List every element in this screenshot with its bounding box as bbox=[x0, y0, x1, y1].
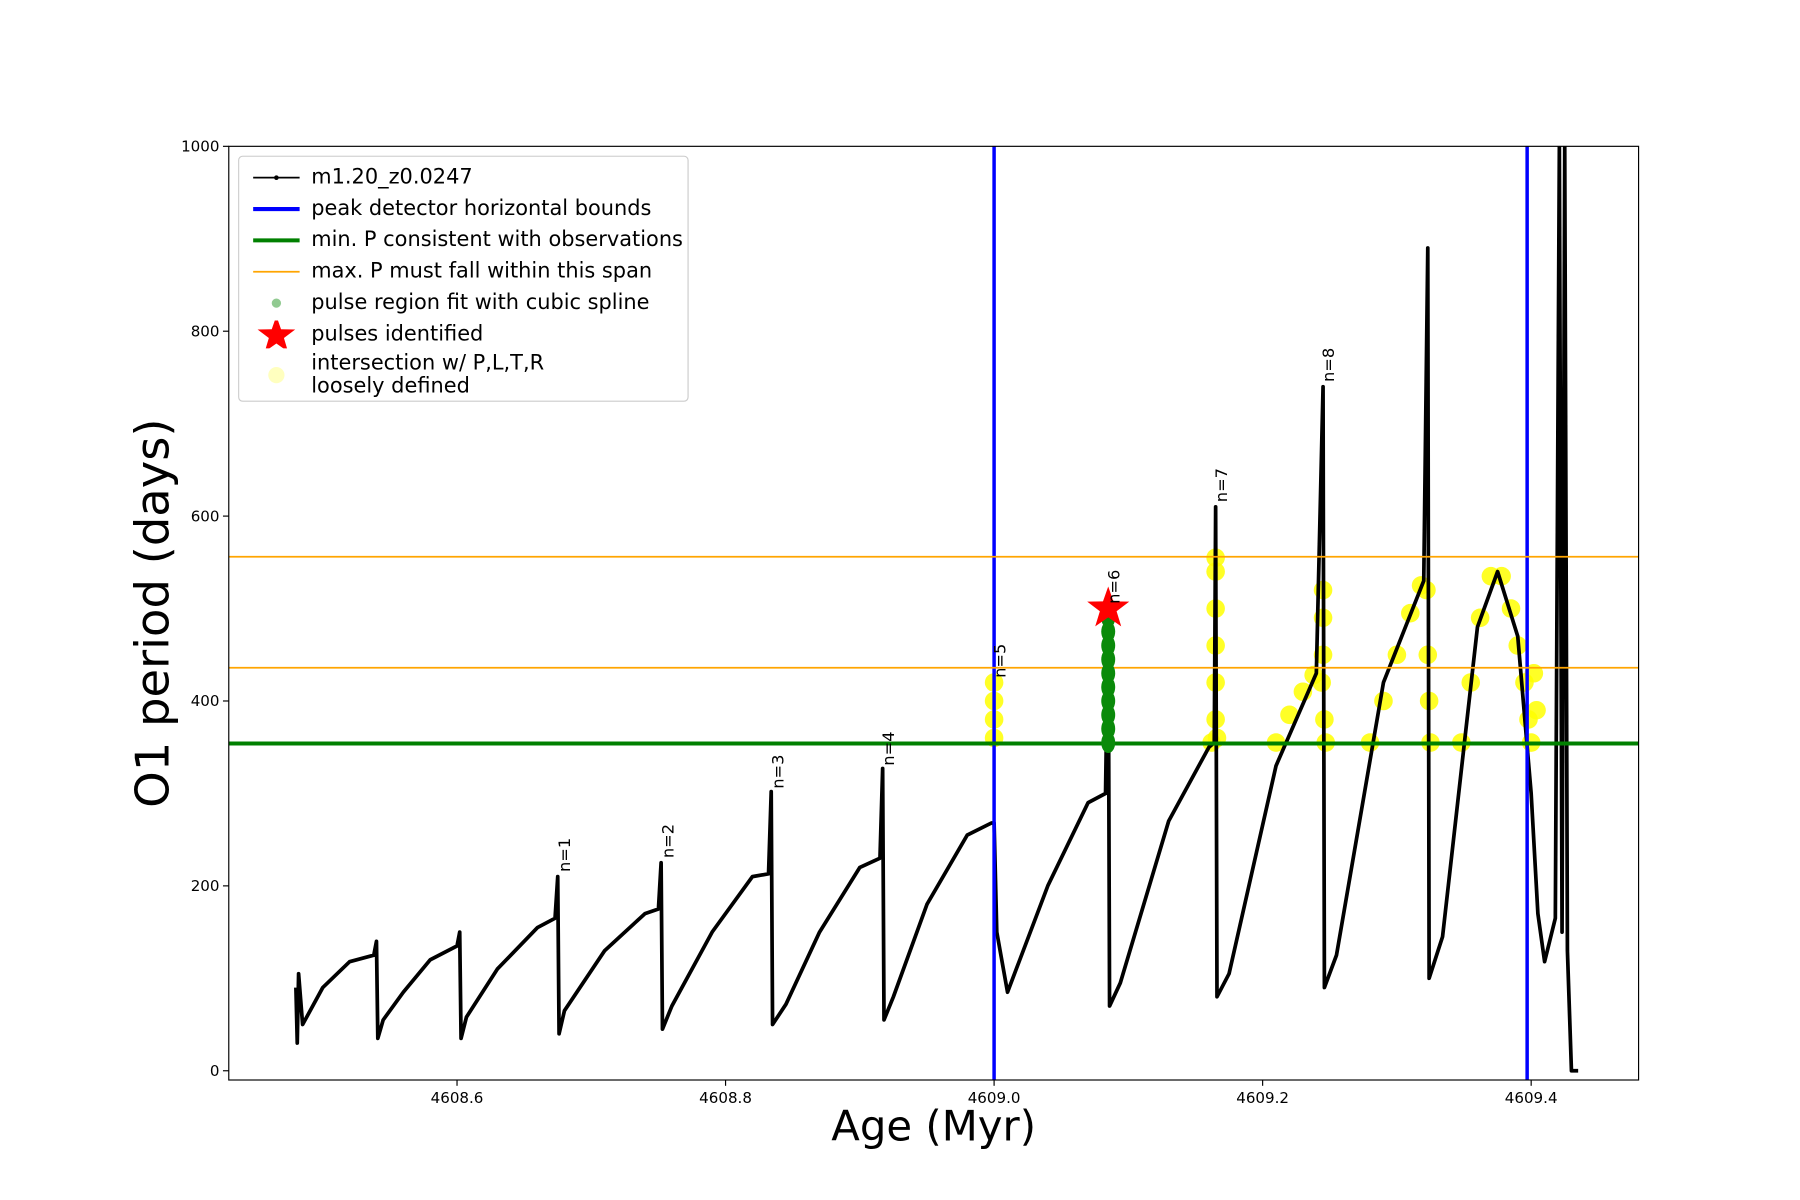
y-tick-label: 1000 bbox=[181, 138, 219, 156]
x-axis-label: Age (Myr) bbox=[831, 1101, 1036, 1150]
legend-label: pulses identified bbox=[311, 321, 484, 347]
x-tick-label: 4609.4 bbox=[1505, 1089, 1558, 1107]
y-tick-label: 600 bbox=[191, 507, 220, 525]
x-tick-label: 4608.6 bbox=[431, 1089, 484, 1107]
legend-entry: intersection w/ P,L,T,R loosely defined bbox=[246, 350, 687, 399]
legend-entry: m1.20_z0.0247 bbox=[246, 164, 687, 192]
legend-marker bbox=[253, 238, 300, 243]
legend-entry: min. P consistent with observations bbox=[246, 226, 687, 254]
intersection-point bbox=[1527, 700, 1546, 720]
legend-marker bbox=[268, 366, 285, 384]
plot-area bbox=[228, 146, 1639, 1081]
pulse-annotation: n=8 bbox=[1319, 348, 1338, 382]
x-tick-label: 4609.0 bbox=[968, 1089, 1021, 1107]
legend-marker bbox=[271, 298, 282, 308]
y-tick-label: 200 bbox=[191, 877, 220, 895]
axes-frame bbox=[228, 145, 1640, 1081]
intersection-point bbox=[1312, 673, 1332, 692]
legend-label: min. P consistent with observations bbox=[311, 227, 683, 253]
intersection-point bbox=[1524, 663, 1544, 683]
y-tick-label: 800 bbox=[191, 322, 220, 340]
pulse-annotation: n=2 bbox=[659, 824, 678, 858]
pulse-annotation: n=6 bbox=[1104, 570, 1123, 604]
legend-marker bbox=[253, 207, 300, 212]
legend-marker bbox=[253, 175, 300, 181]
pulse-annotation: n=3 bbox=[769, 755, 788, 789]
y-tick-label: 400 bbox=[191, 692, 220, 710]
intersection-point bbox=[1374, 691, 1393, 711]
legend-entry: pulses identified bbox=[246, 320, 687, 349]
y-tick-label: 0 bbox=[210, 1062, 220, 1080]
legend-marker bbox=[257, 320, 296, 349]
legend-entry: max. P must fall within this span bbox=[246, 258, 687, 286]
y-axis-label: O1 period (days) bbox=[125, 418, 179, 807]
legend-entry: peak detector horizontal bounds bbox=[246, 195, 687, 223]
legend-marker bbox=[253, 270, 300, 273]
pulse-annotation: n=1 bbox=[555, 838, 574, 872]
legend-label: peak detector horizontal bounds bbox=[311, 196, 652, 221]
pulse-star bbox=[1087, 586, 1130, 627]
legend-label: pulse region fit with cubic spline bbox=[311, 290, 650, 315]
legend-entry: pulse region fit with cubic spline bbox=[246, 289, 687, 317]
legend-label: m1.20_z0.0247 bbox=[311, 164, 473, 190]
legend-label: intersection w/ P,L,T,R loosely defined bbox=[311, 350, 545, 399]
intersection-point bbox=[1280, 705, 1299, 725]
data-line bbox=[294, 146, 1579, 1073]
pulse-annotation: n=7 bbox=[1212, 468, 1231, 502]
x-tick-label: 4608.8 bbox=[699, 1089, 752, 1107]
pulse-annotation: n=4 bbox=[879, 731, 898, 765]
pulse-annotation: n=5 bbox=[990, 644, 1009, 678]
legend-label: max. P must fall within this span bbox=[311, 258, 653, 284]
x-tick-label: 4609.2 bbox=[1236, 1089, 1289, 1107]
